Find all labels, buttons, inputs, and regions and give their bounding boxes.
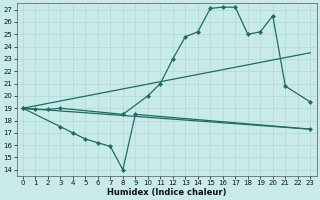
X-axis label: Humidex (Indice chaleur): Humidex (Indice chaleur) [107, 188, 226, 197]
